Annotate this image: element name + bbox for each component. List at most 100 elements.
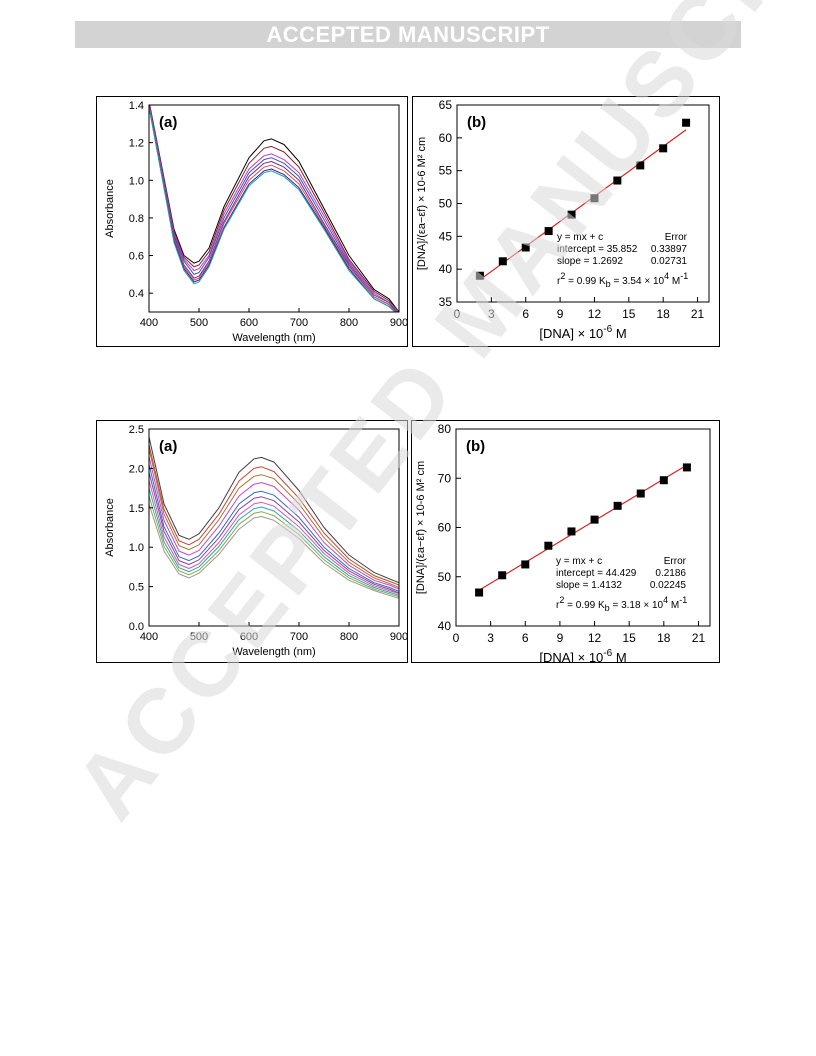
- spectrum-line-2: [149, 105, 399, 312]
- data-point: [544, 227, 553, 236]
- fit-equation: y = mx + c: [557, 232, 603, 243]
- fit-line: [478, 464, 688, 591]
- spectrum-line-6: [149, 105, 397, 312]
- slope-error: 0.02731: [651, 256, 688, 267]
- panel-label: (b): [467, 114, 486, 131]
- plot-frame: [148, 428, 400, 627]
- spectrum-line-3: [149, 105, 398, 312]
- data-point: [498, 257, 507, 266]
- data-point: [498, 571, 507, 580]
- data-point: [475, 588, 484, 597]
- figure2-panel-a: 400 500 600 700 800 900 0.0 0.5 1.0 1.5 2.0 2.5 Wave…: [96, 420, 408, 663]
- intercept-error: 0.33897: [651, 244, 688, 255]
- y-tick-label: 1.0: [129, 175, 144, 187]
- x-tick-label: 3: [488, 307, 495, 321]
- spectrum-line-7: [149, 480, 399, 595]
- data-point: [636, 161, 645, 170]
- x-axis-label: Wavelength (nm): [232, 332, 315, 344]
- y-tick-label: 1.0: [129, 542, 144, 554]
- spectrum-line-8: [149, 106, 396, 312]
- x-tick-label: 6: [522, 631, 529, 645]
- y-tick-label: 60: [438, 521, 452, 535]
- y-tick-label: 1.5: [129, 503, 144, 515]
- y-tick-label: 35: [439, 295, 453, 309]
- y-tick-label: 0.8: [129, 213, 144, 225]
- spectrum-line-8: [149, 487, 399, 596]
- plot-frame: [148, 104, 400, 313]
- x-tick-label: 0: [454, 307, 461, 321]
- x-tick-label: 900: [390, 631, 407, 643]
- x-tick-label: 500: [190, 631, 208, 643]
- figure2-absorbance-chart: 400 500 600 700 800 900 0.0 0.5 1.0 1.5 2.0 2.5 Wave…: [104, 424, 407, 658]
- y-tick-label: 45: [439, 229, 453, 243]
- y-tick-label: 1.4: [129, 100, 144, 112]
- slope-label: slope = 1.2692: [557, 256, 623, 267]
- x-tick-label: 21: [692, 631, 706, 645]
- x-tick-label: 800: [340, 631, 358, 643]
- spectrum-line-10: [149, 503, 399, 599]
- data-point: [544, 541, 553, 550]
- fit-line: [479, 129, 687, 281]
- y-tick-label: 0.5: [129, 582, 144, 594]
- data-point: [613, 176, 622, 185]
- y-tick-label: 55: [439, 164, 453, 178]
- intercept-label: intercept = 35.852: [557, 244, 638, 255]
- y-tick-label: 50: [439, 197, 453, 211]
- y-tick-label: 80: [438, 422, 452, 436]
- y-tick-label: 2.5: [129, 424, 144, 436]
- error-header: Error: [665, 232, 688, 243]
- figure2-panel-b: 0 3 6 9 12 15 18 21 40 50 60 70 80 [DNA] × 10-6 M [DNA…: [411, 420, 720, 663]
- binding-constant: r2 = 0.99 Kb = 3.54 × 104 M-1: [557, 271, 688, 289]
- intercept-label: intercept = 44.429: [556, 568, 637, 579]
- y-axis-label: Absorbance: [104, 179, 116, 238]
- x-tick-label: 21: [691, 307, 705, 321]
- x-tick-label: 18: [657, 307, 671, 321]
- x-tick-label: 15: [622, 307, 636, 321]
- spectrum-line-9: [149, 495, 399, 598]
- x-tick-label: 700: [290, 631, 308, 643]
- x-tick-label: 0: [453, 631, 460, 645]
- x-tick-label: 15: [623, 631, 637, 645]
- data-point: [636, 489, 645, 498]
- data-point: [590, 194, 599, 203]
- y-axis-label: Absorbance: [104, 498, 116, 557]
- plot-frame: [456, 104, 710, 303]
- data-point: [659, 144, 668, 153]
- x-tick-label: 3: [487, 631, 494, 645]
- y-tick-label: 0.0: [129, 621, 144, 633]
- data-point: [682, 463, 691, 472]
- x-tick-label: 600: [240, 317, 258, 329]
- data-point: [659, 476, 668, 485]
- figure1-absorbance-chart: 400 500 600 700 800 900 0.4 0.6 0.8 1.0 1.2 1.4 Wave…: [104, 100, 407, 344]
- x-tick-label: 9: [557, 307, 564, 321]
- y-tick-label: 40: [438, 619, 452, 633]
- x-tick-label: 900: [390, 317, 407, 329]
- figure1-panel-a: 400 500 600 700 800 900 0.4 0.6 0.8 1.0 1.2 1.4 Wave…: [96, 96, 408, 347]
- x-tick-label: 18: [657, 631, 671, 645]
- manuscript-banner: ACCEPTED MANUSCRIPT: [75, 21, 741, 48]
- data-point: [567, 210, 576, 219]
- y-tick-label: 2.0: [129, 463, 144, 475]
- panel-label: (b): [466, 438, 485, 455]
- y-tick-label: 1.2: [129, 138, 144, 150]
- spectrum-line-7: [149, 106, 396, 312]
- x-tick-label: 500: [190, 317, 208, 329]
- slope-error: 0.02245: [650, 580, 687, 591]
- y-tick-label: 60: [439, 131, 453, 145]
- y-tick-label: 0.6: [129, 251, 144, 263]
- y-tick-label: 40: [439, 262, 453, 276]
- spectrum-line-5: [149, 464, 399, 592]
- spectrum-line-5: [149, 105, 398, 312]
- slope-label: slope = 1.4132: [556, 580, 622, 591]
- data-point: [521, 243, 530, 252]
- spectrum-line-3: [149, 448, 399, 588]
- x-tick-label: 800: [340, 317, 358, 329]
- y-axis-label: [DNA]/(εa−εf) × 10-6 M² cm: [415, 461, 427, 594]
- fit-equation: y = mx + c: [556, 556, 602, 567]
- spectrum-line-6: [149, 472, 399, 594]
- binding-constant: r2 = 0.99 Kb = 3.18 × 104 M-1: [556, 595, 687, 613]
- x-tick-label: 400: [140, 631, 158, 643]
- data-point: [475, 271, 484, 280]
- data-point: [567, 527, 576, 536]
- x-tick-label: 9: [557, 631, 564, 645]
